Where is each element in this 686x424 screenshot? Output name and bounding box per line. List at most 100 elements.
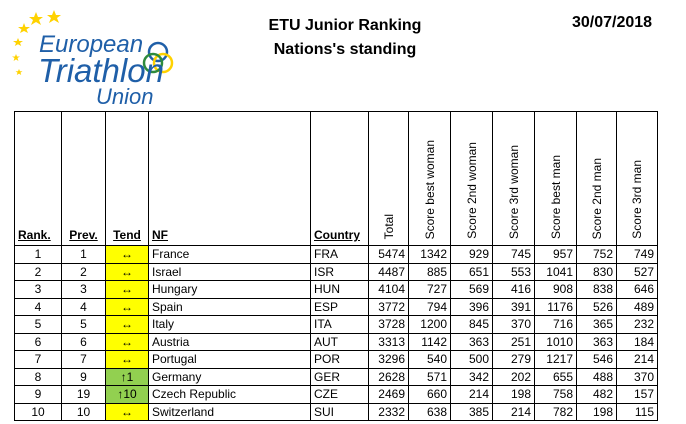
cell-m3: 527 (616, 262, 658, 281)
cell-m1: 655 (534, 367, 577, 386)
col-header-2nd-man: Score 2nd man (576, 111, 617, 246)
cell-m3: 749 (616, 245, 658, 264)
col-header-best-man: Score best man (534, 111, 577, 246)
cell-m1: 1217 (534, 350, 577, 369)
cell-total: 4104 (368, 280, 409, 299)
cell-total: 3772 (368, 297, 409, 316)
page-title: ETU Junior Ranking Nations's standing (230, 14, 460, 62)
cell-tend: ↔ (105, 262, 149, 281)
cell-rank: 1 (14, 245, 62, 264)
cell-country: ISR (310, 262, 369, 281)
cell-tend: ↔ (105, 297, 149, 316)
col-header-total: Total (368, 111, 409, 246)
cell-w2: 363 (450, 332, 493, 351)
cell-nf: Austria (148, 332, 311, 351)
cell-prev: 7 (61, 350, 106, 369)
cell-m2: 482 (576, 385, 617, 404)
table-row: 7 7 ↔ Portugal POR 3296 540 500 279 1217… (14, 350, 658, 369)
cell-m2: 752 (576, 245, 617, 264)
table-row: 6 6 ↔ Austria AUT 3313 1142 363 251 1010… (14, 332, 658, 351)
cell-nf: Spain (148, 297, 311, 316)
cell-prev: 10 (61, 402, 106, 421)
cell-total: 5474 (368, 245, 409, 264)
cell-country: POR (310, 350, 369, 369)
cell-tend: ↑1 (105, 367, 149, 386)
cell-nf: Czech Republic (148, 385, 311, 404)
cell-m1: 782 (534, 402, 577, 421)
cell-m1: 957 (534, 245, 577, 264)
cell-m2: 488 (576, 367, 617, 386)
logo-line1: European (39, 31, 143, 58)
cell-prev: 19 (61, 385, 106, 404)
title-line2: Nations's standing (273, 41, 417, 58)
logo-stars-icon (12, 10, 61, 75)
cell-tend: ↔ (105, 245, 149, 264)
cell-prev: 9 (61, 367, 106, 386)
table-row: 9 19 ↑10 Czech Republic CZE 2469 660 214… (14, 385, 658, 404)
cell-m2: 546 (576, 350, 617, 369)
cell-tend: ↔ (105, 402, 149, 421)
cell-m2: 198 (576, 402, 617, 421)
cell-w2: 845 (450, 315, 493, 334)
cell-w1: 1342 (408, 245, 451, 264)
cell-nf: Portugal (148, 350, 311, 369)
cell-m1: 1041 (534, 262, 577, 281)
cell-m2: 526 (576, 297, 617, 316)
cell-total: 3313 (368, 332, 409, 351)
cell-w3: 198 (492, 385, 535, 404)
cell-w1: 660 (408, 385, 451, 404)
cell-tend: ↔ (105, 332, 149, 351)
cell-w2: 385 (450, 402, 493, 421)
cell-country: SUI (310, 402, 369, 421)
cell-w1: 540 (408, 350, 451, 369)
cell-rank: 5 (14, 315, 62, 334)
cell-m1: 716 (534, 315, 577, 334)
cell-country: HUN (310, 280, 369, 299)
cell-m2: 830 (576, 262, 617, 281)
cell-nf: Hungary (148, 280, 311, 299)
cell-total: 3296 (368, 350, 409, 369)
table-row: 3 3 ↔ Hungary HUN 4104 727 569 416 908 8… (14, 280, 658, 299)
cell-w3: 214 (492, 402, 535, 421)
cell-nf: Switzerland (148, 402, 311, 421)
cell-w3: 279 (492, 350, 535, 369)
logo-line2: Triathlon (38, 52, 164, 89)
cell-m3: 232 (616, 315, 658, 334)
cell-total: 2628 (368, 367, 409, 386)
cell-rank: 8 (14, 367, 62, 386)
cell-tend: ↔ (105, 350, 149, 369)
cell-rank: 4 (14, 297, 62, 316)
col-header-country: Country (310, 111, 369, 246)
cell-m3: 214 (616, 350, 658, 369)
cell-country: CZE (310, 385, 369, 404)
cell-w3: 391 (492, 297, 535, 316)
cell-rank: 7 (14, 350, 62, 369)
cell-w1: 727 (408, 280, 451, 299)
cell-prev: 2 (61, 262, 106, 281)
cell-m2: 365 (576, 315, 617, 334)
cell-m1: 1176 (534, 297, 577, 316)
cell-prev: 4 (61, 297, 106, 316)
cell-m3: 646 (616, 280, 658, 299)
cell-m1: 1010 (534, 332, 577, 351)
cell-tend: ↔ (105, 315, 149, 334)
cell-nf: Italy (148, 315, 311, 334)
cell-w2: 569 (450, 280, 493, 299)
table-body: 1 1 ↔ France FRA 5474 1342 929 745 957 7… (14, 245, 658, 421)
cell-total: 2332 (368, 402, 409, 421)
cell-rank: 9 (14, 385, 62, 404)
table-row: 1 1 ↔ France FRA 5474 1342 929 745 957 7… (14, 245, 658, 264)
col-header-tend: Tend (105, 111, 149, 246)
cell-m1: 908 (534, 280, 577, 299)
logo-graphic: European Triathlon Union (12, 10, 174, 109)
cell-tend: ↑10 (105, 385, 149, 404)
table-header-row: Rank. Prev. Tend NF Country Total Score … (14, 111, 658, 246)
table-row: 2 2 ↔ Israel ISR 4487 885 651 553 1041 8… (14, 262, 658, 281)
cell-w3: 553 (492, 262, 535, 281)
col-header-rank: Rank. (14, 111, 62, 246)
cell-m3: 370 (616, 367, 658, 386)
cell-nf: France (148, 245, 311, 264)
cell-prev: 5 (61, 315, 106, 334)
cell-country: ITA (310, 315, 369, 334)
cell-w3: 416 (492, 280, 535, 299)
